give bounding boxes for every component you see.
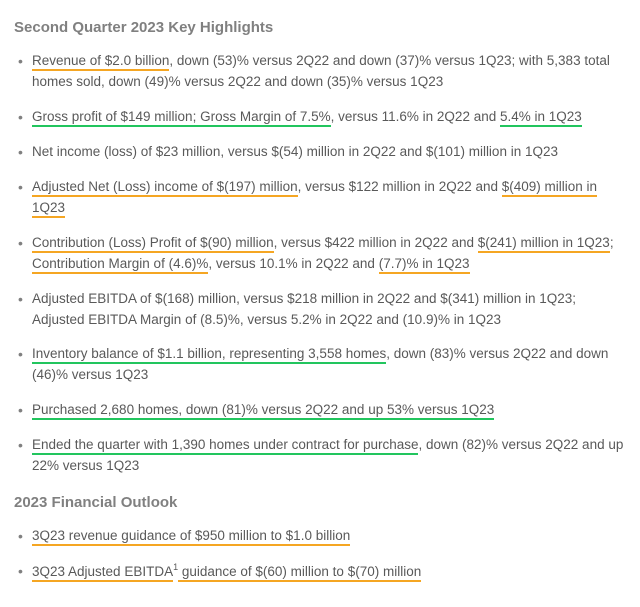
text-segment: Net income (loss) of $23 million, versus… [32, 144, 558, 159]
highlighted-text: $(241) million in 1Q23 [478, 235, 610, 253]
text-segment: Adjusted EBITDA of $(168) million, versu… [32, 291, 576, 327]
list-item: Contribution (Loss) Profit of $(90) mill… [32, 233, 626, 275]
list-item: 3Q23 revenue guidance of $950 million to… [32, 526, 626, 547]
highlighted-text: Gross profit of $149 million; Gross Marg… [32, 109, 331, 127]
list-item: Adjusted EBITDA of $(168) million, versu… [32, 289, 626, 331]
text-segment: , versus 11.6% in 2Q22 and [331, 109, 500, 124]
list-item: Purchased 2,680 homes, down (81)% versus… [32, 400, 626, 421]
highlighted-text: Inventory balance of $1.1 billion, repre… [32, 346, 386, 364]
highlighted-text: Adjusted Net (Loss) income of $(197) mil… [32, 179, 298, 197]
highlighted-text: Contribution Margin of (4.6)% [32, 256, 208, 274]
highlighted-text: Revenue of $2.0 billion [32, 53, 169, 71]
list-item: Gross profit of $149 million; Gross Marg… [32, 107, 626, 128]
highlighted-text: 3Q23 Adjusted EBITDA [32, 564, 173, 582]
text-segment: , versus 10.1% in 2Q22 and [208, 256, 378, 271]
text-segment: ; [610, 235, 614, 250]
section-heading: Second Quarter 2023 Key Highlights [14, 16, 626, 39]
list-item: 3Q23 Adjusted EBITDA1 guidance of $(60) … [32, 561, 626, 582]
highlighted-text: (7.7)% in 1Q23 [379, 256, 470, 274]
list-item: Net income (loss) of $23 million, versus… [32, 142, 626, 163]
text-segment: , versus $422 million in 2Q22 and [274, 235, 478, 250]
highlighted-text: Purchased 2,680 homes, down (81)% versus… [32, 402, 494, 420]
highlighted-text: 3Q23 revenue guidance of $950 million to… [32, 528, 350, 546]
list-item: Inventory balance of $1.1 billion, repre… [32, 344, 626, 386]
list-item: Revenue of $2.0 billion, down (53)% vers… [32, 51, 626, 93]
highlighted-text: guidance of $(60) million to $(70) milli… [178, 564, 421, 582]
highlighted-text: Contribution (Loss) Profit of $(90) mill… [32, 235, 274, 253]
bullet-list: 3Q23 revenue guidance of $950 million to… [14, 526, 626, 582]
list-item: Ended the quarter with 1,390 homes under… [32, 435, 626, 477]
list-item: Adjusted Net (Loss) income of $(197) mil… [32, 177, 626, 219]
highlighted-text: 5.4% in 1Q23 [500, 109, 582, 127]
document-body: Second Quarter 2023 Key Highlights Revenu… [14, 16, 626, 583]
bullet-list: Revenue of $2.0 billion, down (53)% vers… [14, 51, 626, 477]
text-segment: , versus $122 million in 2Q22 and [298, 179, 502, 194]
highlighted-text: Ended the quarter with 1,390 homes under… [32, 437, 418, 455]
